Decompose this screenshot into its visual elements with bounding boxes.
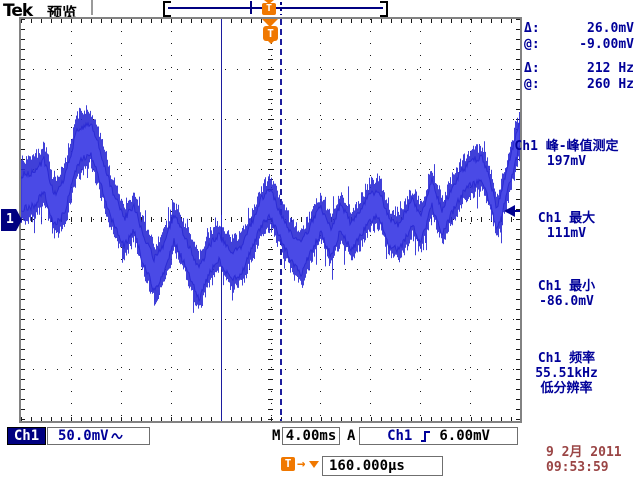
measurement-value: 55.51kHz [535, 366, 598, 381]
cursor-delta-frequency-row: Δ: 212 Hz [524, 61, 634, 76]
timebase-value: 4.00ms [285, 428, 337, 444]
channel-1-ground-marker[interactable]: 1 [1, 209, 22, 231]
measurement-title: Ch1 频率 [537, 351, 596, 366]
measurement-title: Ch1 最小 [537, 279, 596, 294]
record-center-tick [250, 1, 252, 14]
header-separator [91, 0, 93, 15]
trigger-level-value: 6.00mV [439, 428, 490, 444]
measurement-minimum: Ch1 最小 -86.0mV [493, 279, 640, 309]
at-label: @: [524, 37, 540, 52]
record-trigger-t-icon[interactable]: T [262, 3, 276, 15]
delay-t-icon[interactable]: T [281, 457, 295, 471]
measurement-value: -86.0mV [539, 294, 594, 309]
delta-label: Δ: [524, 61, 540, 76]
delta-voltage-value: 26.0mV [587, 21, 634, 36]
rising-edge-icon [421, 430, 431, 442]
record-bracket-right-icon [380, 1, 388, 17]
delay-arrow-icon: → [297, 456, 306, 472]
measurement-peak-to-peak: Ch1 峰-峰值测定 197mV [493, 139, 640, 169]
record-view-bar[interactable]: T [163, 0, 388, 17]
graticule [19, 17, 522, 423]
measurement-title: Ch1 最大 [537, 211, 596, 226]
at-voltage-value: -9.00mV [579, 37, 634, 52]
measurement-maximum: Ch1 最大 111mV [493, 211, 640, 241]
clock-date: 9 2月 2011 [546, 445, 622, 460]
clock-time: 09:53:59 [546, 460, 609, 475]
at-frequency-value: 260 Hz [587, 77, 634, 92]
measurement-frequency: Ch1 频率 55.51kHz 低分辨率 [493, 351, 640, 396]
clock: 9 2月 2011 09:53:59 [546, 445, 622, 475]
record-bracket-left-icon [163, 1, 171, 17]
trigger-level-arrow-tail [512, 210, 520, 212]
cursor-at-frequency-row: @: 260 Hz [524, 77, 634, 92]
vertical-scale-value: 50.0mV [58, 428, 109, 444]
trigger-position-arrow-icon [262, 19, 278, 27]
delay-triangle-icon [309, 461, 319, 468]
vertical-scale-readout: 50.0mV [47, 427, 150, 445]
cursor-delta-voltage-row: Δ: 26.0mV [524, 21, 634, 36]
record-trigger-arrow-icon [264, 0, 274, 4]
trigger-source-value: Ch1 [387, 428, 413, 444]
trigger-readout: Ch1 6.00mV [359, 427, 518, 445]
tek-logo: Tek [3, 1, 33, 21]
delta-frequency-value: 212 Hz [587, 61, 634, 76]
trigger-position-t-icon[interactable]: T [263, 26, 278, 41]
ch1-waveform [21, 105, 520, 313]
trigger-mode-label: A [347, 428, 356, 444]
trigger-position-point-icon [267, 40, 275, 44]
cursor-at-voltage-row: @: -9.00mV [524, 37, 634, 52]
measurement-value: 111mV [546, 226, 587, 241]
timebase-readout: 4.00ms [282, 427, 340, 445]
at-label: @: [524, 77, 540, 92]
measurement-note: 低分辨率 [540, 381, 593, 396]
ac-coupling-icon [110, 433, 123, 440]
measurement-value: 197mV [546, 154, 587, 169]
record-cursor-tick [280, 2, 282, 15]
channel-1-badge[interactable]: Ch1 [7, 427, 46, 445]
delay-time-readout: 160.000µs [322, 456, 443, 476]
delay-time-value: 160.000µs [329, 458, 405, 474]
trigger-level-arrow-icon[interactable] [504, 205, 515, 217]
measurement-title: Ch1 峰-峰值测定 [514, 139, 619, 154]
delta-label: Δ: [524, 21, 540, 36]
timebase-label: M [272, 428, 281, 444]
